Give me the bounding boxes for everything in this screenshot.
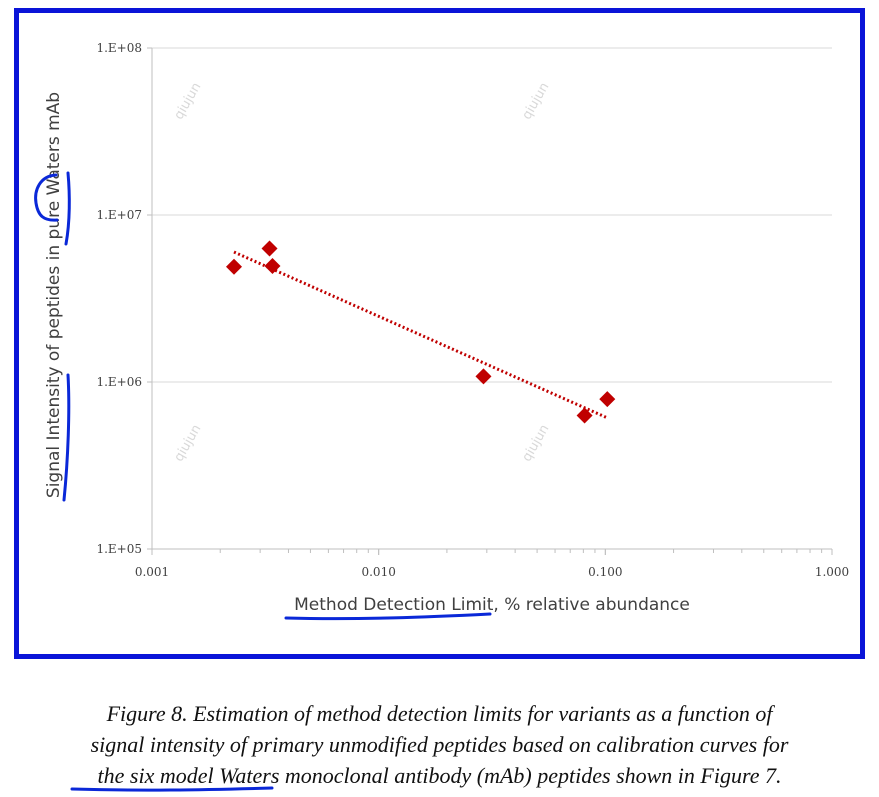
watermark-group: qiujunqiujunqiujunqiujunqiujunqiujun (171, 80, 552, 464)
caption-line-3: the six model Waters monoclonal antibody… (97, 763, 782, 788)
watermark-text: qiujun (171, 80, 204, 122)
data-point-0-0 (225, 258, 242, 275)
x-minor-ticks (147, 47, 833, 555)
y-tick-label-0: 1.E+05 (96, 542, 142, 556)
scatter-chart: qiujunqiujunqiujunqiujunqiujunqiujun 1.E… (44, 41, 849, 615)
trendline (233, 250, 608, 420)
watermark-text: qiujun (519, 422, 552, 464)
x-axis-title: Method Detection Limit, % relative abund… (294, 595, 690, 615)
x-tick-label-0: 0.001 (135, 565, 169, 579)
watermark-text: qiujun (171, 422, 204, 464)
data-point-0-2 (264, 258, 281, 275)
data-point-0-4 (576, 407, 593, 424)
figure-caption: Figure 8. Estimation of method detection… (10, 698, 869, 791)
gridlines (152, 47, 832, 550)
caption-line-2: signal intensity of primary unmodified p… (90, 732, 789, 757)
y-tick-labels: 1.E+05 1.E+06 1.E+07 1.E+08 (96, 41, 142, 556)
figure-frame: qiujunqiujunqiujunqiujunqiujunqiujun 1.E… (14, 8, 865, 659)
y-tick-label-2: 1.E+07 (96, 208, 142, 222)
x-tick-label-2: 0.100 (588, 565, 622, 579)
x-tick-labels: 0.001 0.010 0.100 1.000 (135, 565, 849, 579)
x-tick-label-1: 0.010 (361, 565, 395, 579)
data-points (225, 240, 616, 424)
data-point-0-3 (475, 368, 492, 385)
y-axis-title: Signal Intensity of peptides in pure Wat… (44, 92, 64, 498)
data-point-0-5 (599, 391, 616, 408)
trendline-group (233, 250, 608, 420)
y-tick-label-3: 1.E+08 (96, 41, 142, 55)
axes (151, 48, 832, 550)
x-tick-label-3: 1.000 (815, 565, 849, 579)
y-tick-label-1: 1.E+06 (96, 375, 142, 389)
data-point-0-1 (261, 240, 278, 257)
caption-line-1: Figure 8. Estimation of method detection… (106, 701, 773, 726)
watermark-text: qiujun (519, 80, 552, 122)
